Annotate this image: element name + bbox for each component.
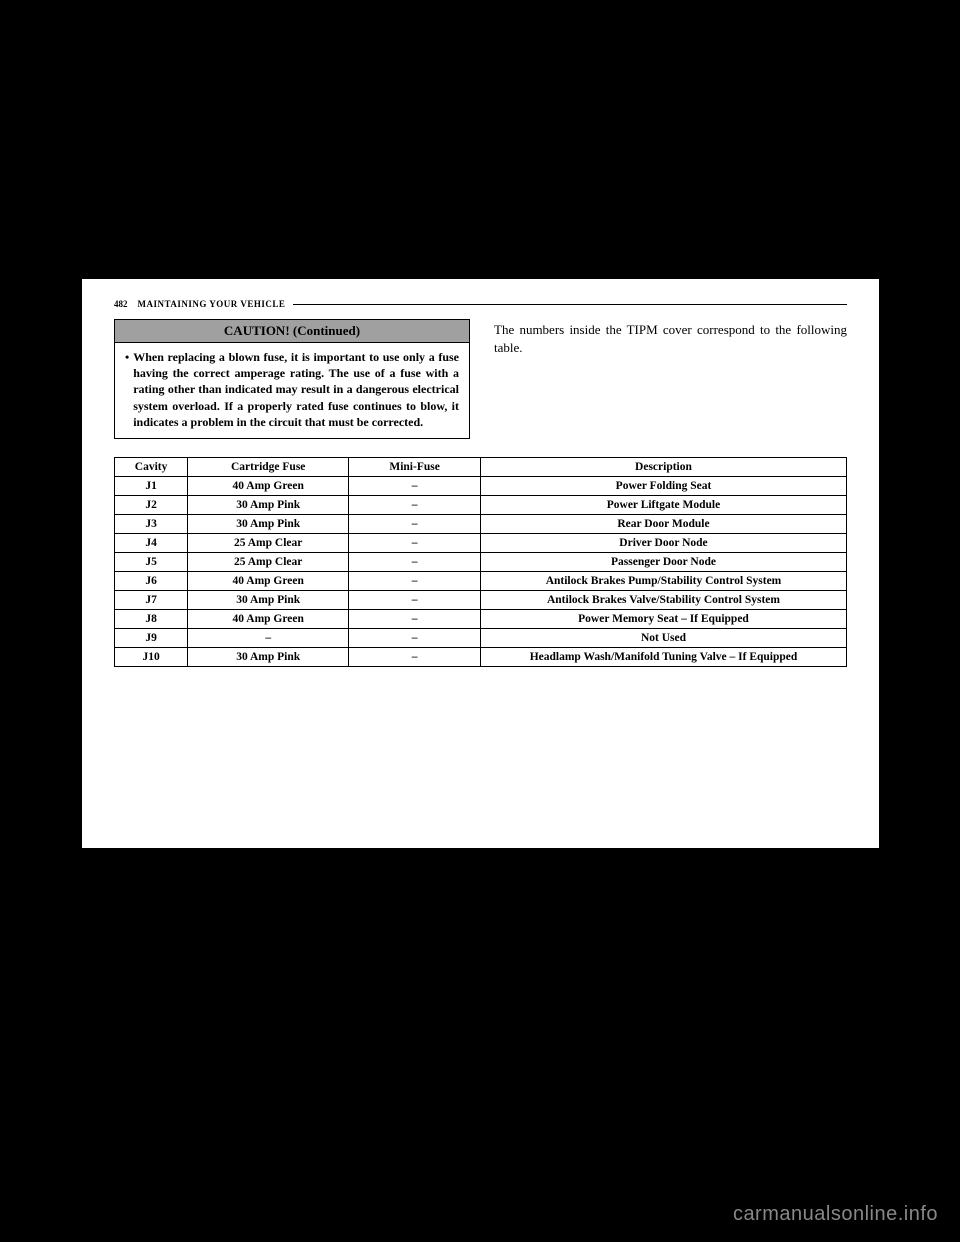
header-desc: Description [480,457,846,476]
cell-cartridge: 30 Amp Pink [188,590,349,609]
cell-desc: Passenger Door Node [480,552,846,571]
caution-box: CAUTION! (Continued) • When replacing a … [114,319,470,439]
cell-desc: Rear Door Module [480,514,846,533]
cell-desc: Power Memory Seat – If Equipped [480,609,846,628]
cell-desc: Not Used [480,628,846,647]
header-rule [293,304,847,305]
page-header: 482 MAINTAINING YOUR VEHICLE [114,299,847,309]
cell-desc: Antilock Brakes Pump/Stability Control S… [480,571,846,590]
fuse-table: Cavity Cartridge Fuse Mini-Fuse Descript… [114,457,847,667]
cell-mini: – [349,533,481,552]
cell-cavity: J10 [115,647,188,666]
cell-cartridge: 30 Amp Pink [188,647,349,666]
cell-mini: – [349,476,481,495]
cell-cavity: J6 [115,571,188,590]
cell-cartridge: 30 Amp Pink [188,514,349,533]
cell-cavity: J2 [115,495,188,514]
table-row: J525 Amp Clear–Passenger Door Node [115,552,847,571]
table-row: J9––Not Used [115,628,847,647]
cell-mini: – [349,552,481,571]
table-row: J140 Amp Green–Power Folding Seat [115,476,847,495]
right-column: The numbers inside the TIPM cover corres… [494,319,847,439]
cell-desc: Driver Door Node [480,533,846,552]
header-mini: Mini-Fuse [349,457,481,476]
table-header-row: Cavity Cartridge Fuse Mini-Fuse Descript… [115,457,847,476]
caution-bullet-item: • When replacing a blown fuse, it is imp… [125,349,459,430]
table-row: J1030 Amp Pink–Headlamp Wash/Manifold Tu… [115,647,847,666]
cell-desc: Power Liftgate Module [480,495,846,514]
page-number: 482 [114,299,128,309]
header-cartridge: Cartridge Fuse [188,457,349,476]
watermark: carmanualsonline.info [733,1203,938,1226]
table-row: J330 Amp Pink–Rear Door Module [115,514,847,533]
cell-mini: – [349,609,481,628]
table-row: J640 Amp Green–Antilock Brakes Pump/Stab… [115,571,847,590]
cell-cavity: J1 [115,476,188,495]
cell-mini: – [349,628,481,647]
cell-cartridge: 30 Amp Pink [188,495,349,514]
cell-desc: Power Folding Seat [480,476,846,495]
cell-cavity: J3 [115,514,188,533]
cell-cartridge: 40 Amp Green [188,476,349,495]
cell-cartridge: 25 Amp Clear [188,533,349,552]
cell-mini: – [349,590,481,609]
cell-cavity: J7 [115,590,188,609]
cell-mini: – [349,514,481,533]
table-row: J230 Amp Pink–Power Liftgate Module [115,495,847,514]
caution-body: • When replacing a blown fuse, it is imp… [115,343,469,438]
cell-cartridge: 40 Amp Green [188,609,349,628]
left-column: CAUTION! (Continued) • When replacing a … [114,319,470,439]
section-title: MAINTAINING YOUR VEHICLE [138,299,286,309]
cell-cavity: J9 [115,628,188,647]
cell-cartridge: – [188,628,349,647]
caution-title: CAUTION! (Continued) [115,320,469,343]
cell-cavity: J5 [115,552,188,571]
cell-cavity: J4 [115,533,188,552]
cell-mini: – [349,495,481,514]
cell-mini: – [349,571,481,590]
cell-mini: – [349,647,481,666]
content-columns: CAUTION! (Continued) • When replacing a … [114,319,847,439]
cell-desc: Headlamp Wash/Manifold Tuning Valve – If… [480,647,846,666]
cell-cartridge: 40 Amp Green [188,571,349,590]
bullet-icon: • [125,349,129,430]
intro-text: The numbers inside the TIPM cover corres… [494,321,847,357]
table-row: J730 Amp Pink–Antilock Brakes Valve/Stab… [115,590,847,609]
cell-cartridge: 25 Amp Clear [188,552,349,571]
table-row: J425 Amp Clear–Driver Door Node [115,533,847,552]
caution-text: When replacing a blown fuse, it is impor… [133,349,459,430]
table-row: J840 Amp Green–Power Memory Seat – If Eq… [115,609,847,628]
cell-cavity: J8 [115,609,188,628]
cell-desc: Antilock Brakes Valve/Stability Control … [480,590,846,609]
header-cavity: Cavity [115,457,188,476]
manual-page: 482 MAINTAINING YOUR VEHICLE CAUTION! (C… [82,279,879,848]
